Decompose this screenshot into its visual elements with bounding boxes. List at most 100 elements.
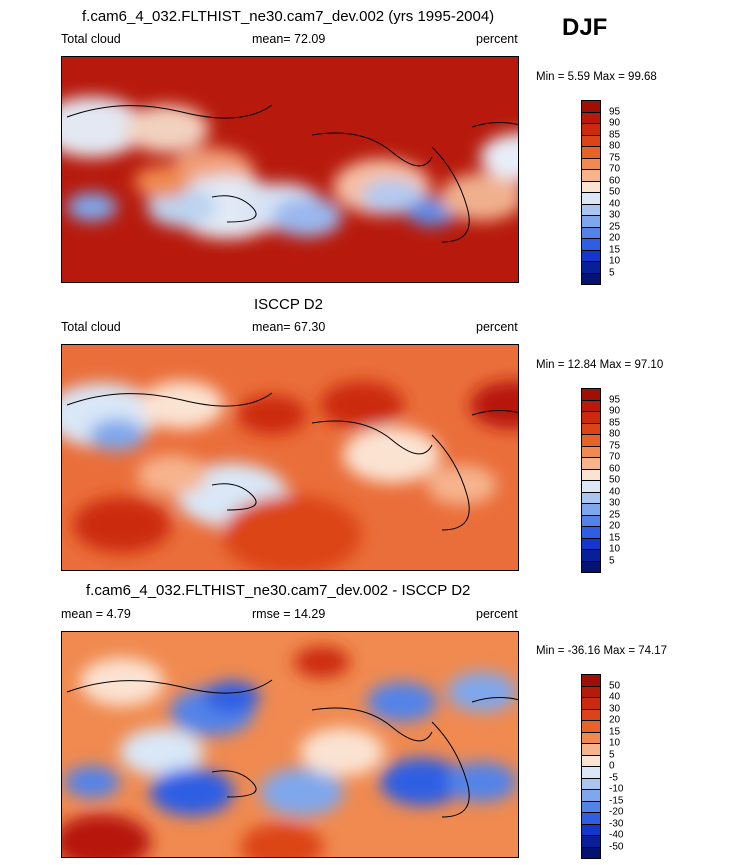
colorbar-label: 15 [609, 532, 621, 543]
colorbar-label: 85 [609, 129, 621, 140]
coastline [211, 195, 257, 223]
panel-3-mean: mean = 4.79 [61, 607, 131, 621]
field-blob [470, 381, 518, 429]
field-blob [237, 395, 307, 435]
panel-1-colorbar [581, 100, 601, 285]
field-blob [137, 455, 207, 495]
panel-3-map [61, 631, 519, 858]
colorbar-label: 10 [609, 737, 621, 749]
colorbar-label: 85 [609, 417, 621, 428]
colorbar-label: -15 [609, 795, 624, 806]
coastline [66, 679, 273, 694]
coastline [431, 721, 470, 818]
field-blob [320, 381, 404, 429]
colorbar-label: 30 [609, 497, 621, 509]
colorbar-label: 40 [609, 198, 621, 209]
colorbar-label: 75 [609, 152, 621, 163]
colorbar-label: 90 [609, 117, 621, 129]
field-blob [447, 762, 517, 802]
coastline [431, 146, 470, 243]
colorbar-label: 5 [609, 555, 615, 566]
colorbar-label: 40 [609, 486, 621, 497]
field-blob [89, 419, 145, 451]
panel-2-minmax: Min = 12.84 Max = 97.10 [536, 359, 664, 371]
colorbar-label: 20 [609, 232, 621, 244]
field-blob [343, 427, 441, 483]
map-field [62, 345, 518, 570]
field-blob [66, 192, 118, 222]
panel-1-units: percent [476, 32, 518, 46]
coastline [311, 132, 433, 167]
panel-3-units: percent [476, 607, 518, 621]
colorbar-label: 15 [609, 726, 621, 737]
colorbar-label: 80 [609, 140, 621, 152]
panel-2-units: percent [476, 320, 518, 334]
field-blob [62, 814, 151, 857]
coastline [471, 122, 518, 128]
colorbar-label: 25 [609, 509, 621, 520]
field-blob [140, 381, 224, 429]
colorbar-label: -20 [609, 806, 624, 818]
coastline [211, 483, 257, 511]
coastline [431, 434, 470, 531]
colorbar-label: 70 [609, 451, 621, 463]
panel-3-colorbar [581, 674, 601, 859]
field-blob [440, 173, 518, 221]
colorbar-label: 5 [609, 267, 615, 278]
field-blob [80, 658, 164, 706]
field-blob [204, 681, 260, 713]
colorbar-label: 10 [609, 543, 621, 555]
colorbar-label: 60 [609, 463, 621, 474]
field-blob [134, 166, 190, 198]
field-blob [361, 179, 423, 215]
colorbar-label: 95 [609, 394, 621, 405]
field-blob [427, 465, 497, 505]
colorbar-label: 75 [609, 440, 621, 451]
colorbar-label: 30 [609, 209, 621, 221]
colorbar-label: 0 [609, 760, 615, 772]
panel-3-minmax: Min = -36.16 Max = 74.17 [536, 645, 668, 657]
panel-2-mean: mean= 67.30 [252, 320, 326, 334]
coastline [311, 420, 433, 455]
colorbar-label: 25 [609, 221, 621, 232]
field-blob [447, 672, 517, 712]
colorbar-cell [581, 846, 601, 859]
panel-2-map [61, 344, 519, 571]
panel-2-left-label: Total cloud [61, 320, 121, 334]
map-field [62, 57, 518, 282]
colorbar-label: 95 [609, 106, 621, 117]
field-blob [240, 823, 324, 857]
colorbar-label: 90 [609, 405, 621, 417]
map-background [62, 57, 518, 282]
panel-1-mean: mean= 72.09 [252, 32, 326, 46]
panel-1-map [61, 56, 519, 283]
colorbar-label: -30 [609, 818, 624, 829]
colorbar-label: 10 [609, 255, 621, 267]
map-field [62, 632, 518, 857]
colorbar-label: 5 [609, 749, 615, 760]
colorbar-label: 50 [609, 680, 621, 691]
colorbar-label: 20 [609, 714, 621, 726]
colorbar-label: 60 [609, 175, 621, 186]
field-blob [73, 497, 171, 553]
colorbar-label: 30 [609, 703, 621, 714]
field-blob [300, 728, 384, 776]
colorbar-label: 50 [609, 186, 621, 198]
field-blob [125, 105, 209, 153]
panel-3-rmse: rmse = 14.29 [252, 607, 326, 621]
coastline [471, 697, 518, 703]
coastline [311, 707, 433, 742]
panel-1-left-label: Total cloud [61, 32, 121, 46]
field-blob [367, 682, 437, 722]
colorbar-cell [581, 560, 601, 573]
colorbar-label: -40 [609, 829, 624, 841]
field-blob [380, 758, 464, 806]
colorbar-label: 15 [609, 244, 621, 255]
panel-2-title: ISCCP D2 [254, 296, 323, 313]
colorbar-cell [581, 272, 601, 285]
colorbar-label: -5 [609, 772, 618, 783]
coastline [66, 392, 273, 407]
field-blob [64, 766, 120, 798]
coastline [211, 770, 257, 798]
field-blob [480, 133, 518, 181]
